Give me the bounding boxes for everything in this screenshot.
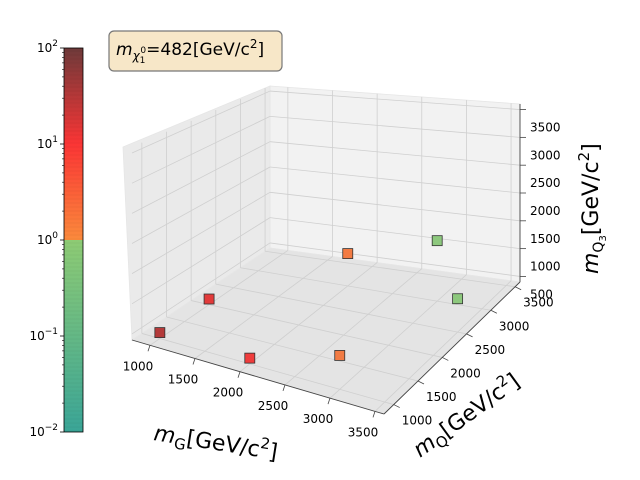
data-point bbox=[244, 352, 256, 364]
x-tick-mark bbox=[372, 411, 376, 418]
data-point bbox=[203, 293, 215, 305]
grid-line bbox=[265, 250, 516, 288]
data-points bbox=[154, 235, 464, 364]
grid-line bbox=[215, 283, 467, 335]
x-tick-label: 2000 bbox=[213, 386, 244, 400]
grid-line bbox=[239, 262, 378, 373]
y-tick-label: 1500 bbox=[426, 390, 457, 404]
grid-line bbox=[269, 90, 521, 110]
grid-line bbox=[131, 90, 271, 154]
y-tick-mark bbox=[514, 286, 522, 291]
grid-line bbox=[269, 115, 521, 138]
x-tick-mark bbox=[147, 345, 151, 352]
z-tick-label: 1500 bbox=[530, 232, 561, 246]
data-point bbox=[334, 350, 346, 361]
grid-line bbox=[240, 267, 491, 311]
x-tick-label: 1000 bbox=[123, 359, 154, 373]
grid-line bbox=[329, 274, 467, 399]
annotation-text: mχ10=482[GeV/c2] bbox=[116, 37, 264, 66]
grid-line bbox=[269, 191, 521, 222]
annotation-background bbox=[108, 30, 283, 72]
x-tick-mark bbox=[327, 398, 331, 405]
grid-line bbox=[374, 280, 512, 412]
colorbar-tick-label: 102 bbox=[37, 39, 58, 55]
x-tick-label: 1500 bbox=[168, 373, 199, 387]
y-tick-mark bbox=[442, 357, 449, 361]
y-tick-label: 3000 bbox=[499, 319, 530, 333]
grid-line bbox=[166, 316, 419, 382]
y-tick-mark bbox=[417, 380, 425, 385]
y-tick-mark bbox=[490, 309, 498, 314]
grid-line bbox=[131, 116, 271, 184]
colorbar-tick-label: 101 bbox=[37, 135, 58, 151]
z-tick-label: 1000 bbox=[530, 260, 561, 274]
grid-line bbox=[269, 141, 521, 166]
colorbar-ticks: 10−2 10−1 100 101 102 bbox=[29, 39, 64, 439]
annotation-box: mχ10=482[GeV/c2] bbox=[108, 30, 283, 72]
grid-line bbox=[269, 166, 521, 194]
grid-line bbox=[131, 166, 271, 244]
grid-line bbox=[131, 141, 271, 214]
grid-line bbox=[194, 256, 333, 359]
grid-line bbox=[269, 217, 521, 250]
x-tick-mark bbox=[192, 358, 196, 365]
y-tick-mark bbox=[393, 404, 400, 408]
colorbar-tick-label: 10−2 bbox=[29, 423, 58, 439]
grid-line bbox=[141, 333, 394, 405]
z-tick-label: 500 bbox=[530, 287, 553, 301]
data-point bbox=[431, 235, 443, 247]
grid-line bbox=[284, 268, 423, 386]
pane-back bbox=[269, 85, 521, 283]
colorbar-stripes bbox=[64, 50, 83, 432]
y-axis-line bbox=[383, 281, 521, 415]
data-point bbox=[342, 248, 354, 259]
x-tick-label: 3500 bbox=[348, 425, 379, 439]
colorbar-tick-label: 100 bbox=[37, 231, 58, 247]
colorbar-gradient bbox=[63, 47, 84, 433]
colorbar: 10−2 10−1 100 101 102 bbox=[29, 39, 84, 439]
grid-line bbox=[131, 242, 271, 335]
z-tick-label: 3500 bbox=[530, 121, 561, 135]
z-tick-label: 2000 bbox=[530, 204, 561, 218]
x-tick-label: 3000 bbox=[303, 412, 334, 426]
x-axis-line bbox=[131, 339, 385, 415]
grid-line bbox=[131, 217, 271, 305]
z-tick-label: 3000 bbox=[530, 148, 561, 162]
grid-line bbox=[269, 242, 521, 277]
x-axis-label: mG[GeV/c2] bbox=[152, 417, 280, 468]
grid-line bbox=[149, 250, 289, 346]
data-point bbox=[154, 327, 166, 338]
grid-line bbox=[191, 300, 443, 358]
z-axis-label: mQ3[GeV/c2] bbox=[575, 143, 609, 274]
x-tick-label: 2500 bbox=[258, 399, 289, 413]
y-tick-label: 3500 bbox=[523, 296, 554, 310]
y-tick-label: 2500 bbox=[475, 343, 506, 357]
y-tick-mark bbox=[466, 333, 473, 338]
y-tick-label: 1000 bbox=[402, 414, 433, 428]
z-tick-label: 2500 bbox=[530, 176, 561, 190]
grid-lines bbox=[131, 87, 521, 412]
axis-ticks: 1000 1500 2000 2500 3000 3500 1000 1500 2000 2500… bbox=[123, 109, 561, 439]
x-tick-mark bbox=[282, 384, 286, 392]
x-tick-mark bbox=[237, 371, 241, 378]
y-tick-label: 2000 bbox=[450, 366, 481, 380]
grid-line bbox=[131, 191, 271, 275]
data-point bbox=[452, 293, 464, 305]
axes-3d: 1000 1500 2000 2500 3000 3500 1000 1500 2000 2500… bbox=[122, 85, 561, 439]
colorbar-tick-label: 10−1 bbox=[29, 327, 58, 343]
